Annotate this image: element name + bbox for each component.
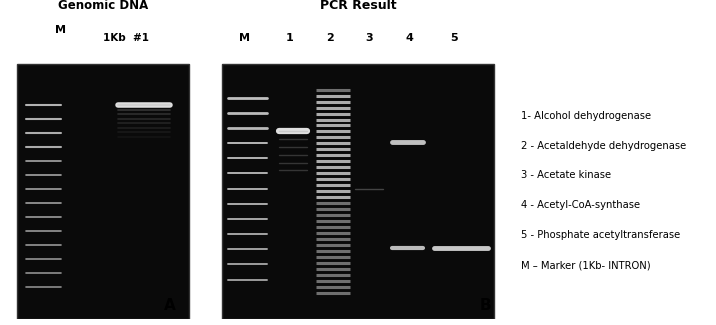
Text: 2 - Acetaldehyde dehydrogenase: 2 - Acetaldehyde dehydrogenase	[521, 141, 687, 150]
Text: 1Kb  #1: 1Kb #1	[103, 33, 149, 43]
Text: M: M	[55, 25, 67, 35]
Text: PCR Result: PCR Result	[319, 0, 397, 12]
Text: 1- Alcohol dehydrogenase: 1- Alcohol dehydrogenase	[521, 111, 652, 121]
Text: 5 - Phosphate acetyltransferase: 5 - Phosphate acetyltransferase	[521, 230, 680, 240]
Text: A: A	[164, 298, 175, 313]
Text: Genomic DNA: Genomic DNA	[58, 0, 148, 12]
Text: B: B	[480, 298, 491, 313]
Text: 4 - Acetyl-CoA-synthase: 4 - Acetyl-CoA-synthase	[521, 201, 640, 210]
Text: 3 - Acetate kinase: 3 - Acetate kinase	[521, 171, 611, 180]
Text: 5: 5	[450, 33, 458, 43]
Text: 4: 4	[405, 33, 413, 43]
Text: M – Marker (1Kb- INTRON): M – Marker (1Kb- INTRON)	[521, 260, 651, 270]
Text: 2: 2	[326, 33, 334, 43]
Text: 1: 1	[286, 33, 294, 43]
Text: M: M	[239, 33, 251, 43]
Text: 3: 3	[365, 33, 373, 43]
